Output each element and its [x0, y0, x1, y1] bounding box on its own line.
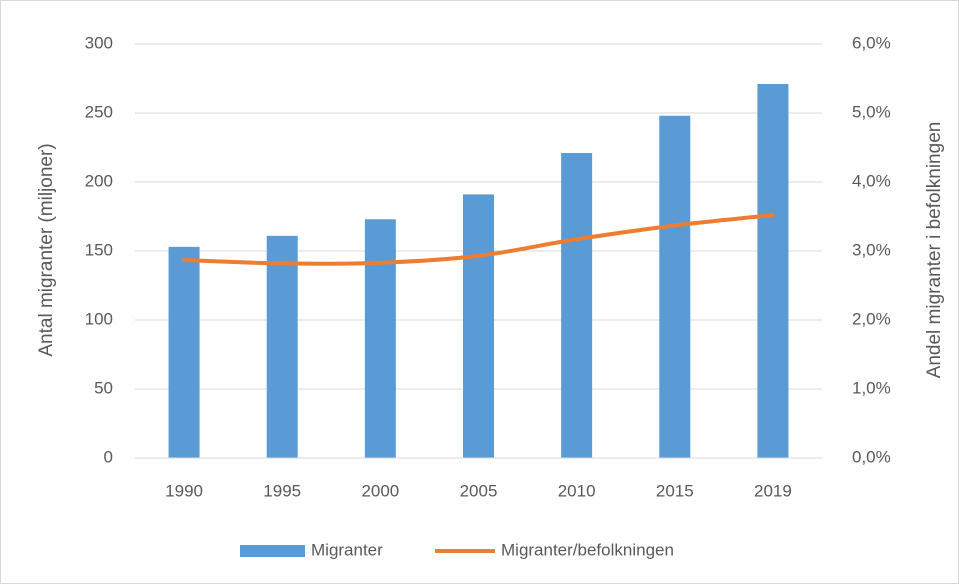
x-tick-label: 1995 [263, 481, 301, 500]
bar [266, 235, 298, 458]
x-tick-label: 2000 [361, 481, 399, 500]
legend-swatch [240, 545, 305, 557]
y-tick-label: 250 [85, 102, 113, 121]
bar [364, 219, 396, 458]
y-tick-label: 300 [85, 33, 113, 52]
y2-tick-label: 4,0% [852, 171, 891, 190]
y-axis-title: Antal migranter (miljoner) [36, 143, 57, 356]
y2-tick-label: 6,0% [852, 33, 891, 52]
y2-tick-label: 3,0% [852, 240, 891, 259]
x-tick-label: 2019 [754, 481, 792, 500]
y2-tick-label: 1,0% [852, 378, 891, 397]
x-tick-label: 1990 [165, 481, 203, 500]
y-tick-label: 200 [85, 171, 113, 190]
legend-label: Migranter/befolkningen [501, 540, 674, 559]
y2-tick-label: 0,0% [852, 447, 891, 466]
y-tick-label: 50 [94, 378, 113, 397]
y-tick-label: 100 [85, 309, 113, 328]
bar [168, 246, 200, 458]
line [182, 213, 775, 266]
bar [659, 115, 691, 458]
y2-axis-title: Andel migranter i befolkningen [924, 122, 945, 379]
x-tick-label: 2015 [656, 481, 694, 500]
y-tick-label: 150 [85, 240, 113, 259]
bar [463, 194, 494, 459]
bar [561, 153, 593, 458]
bar [757, 84, 789, 459]
y2-tick-label: 5,0% [852, 102, 891, 121]
y2-tick-label: 2,0% [852, 309, 891, 328]
x-tick-label: 2005 [460, 481, 498, 500]
y-tick-label: 0 [104, 447, 113, 466]
x-tick-label: 2010 [558, 481, 596, 500]
legend-label: Migranter [311, 540, 383, 559]
